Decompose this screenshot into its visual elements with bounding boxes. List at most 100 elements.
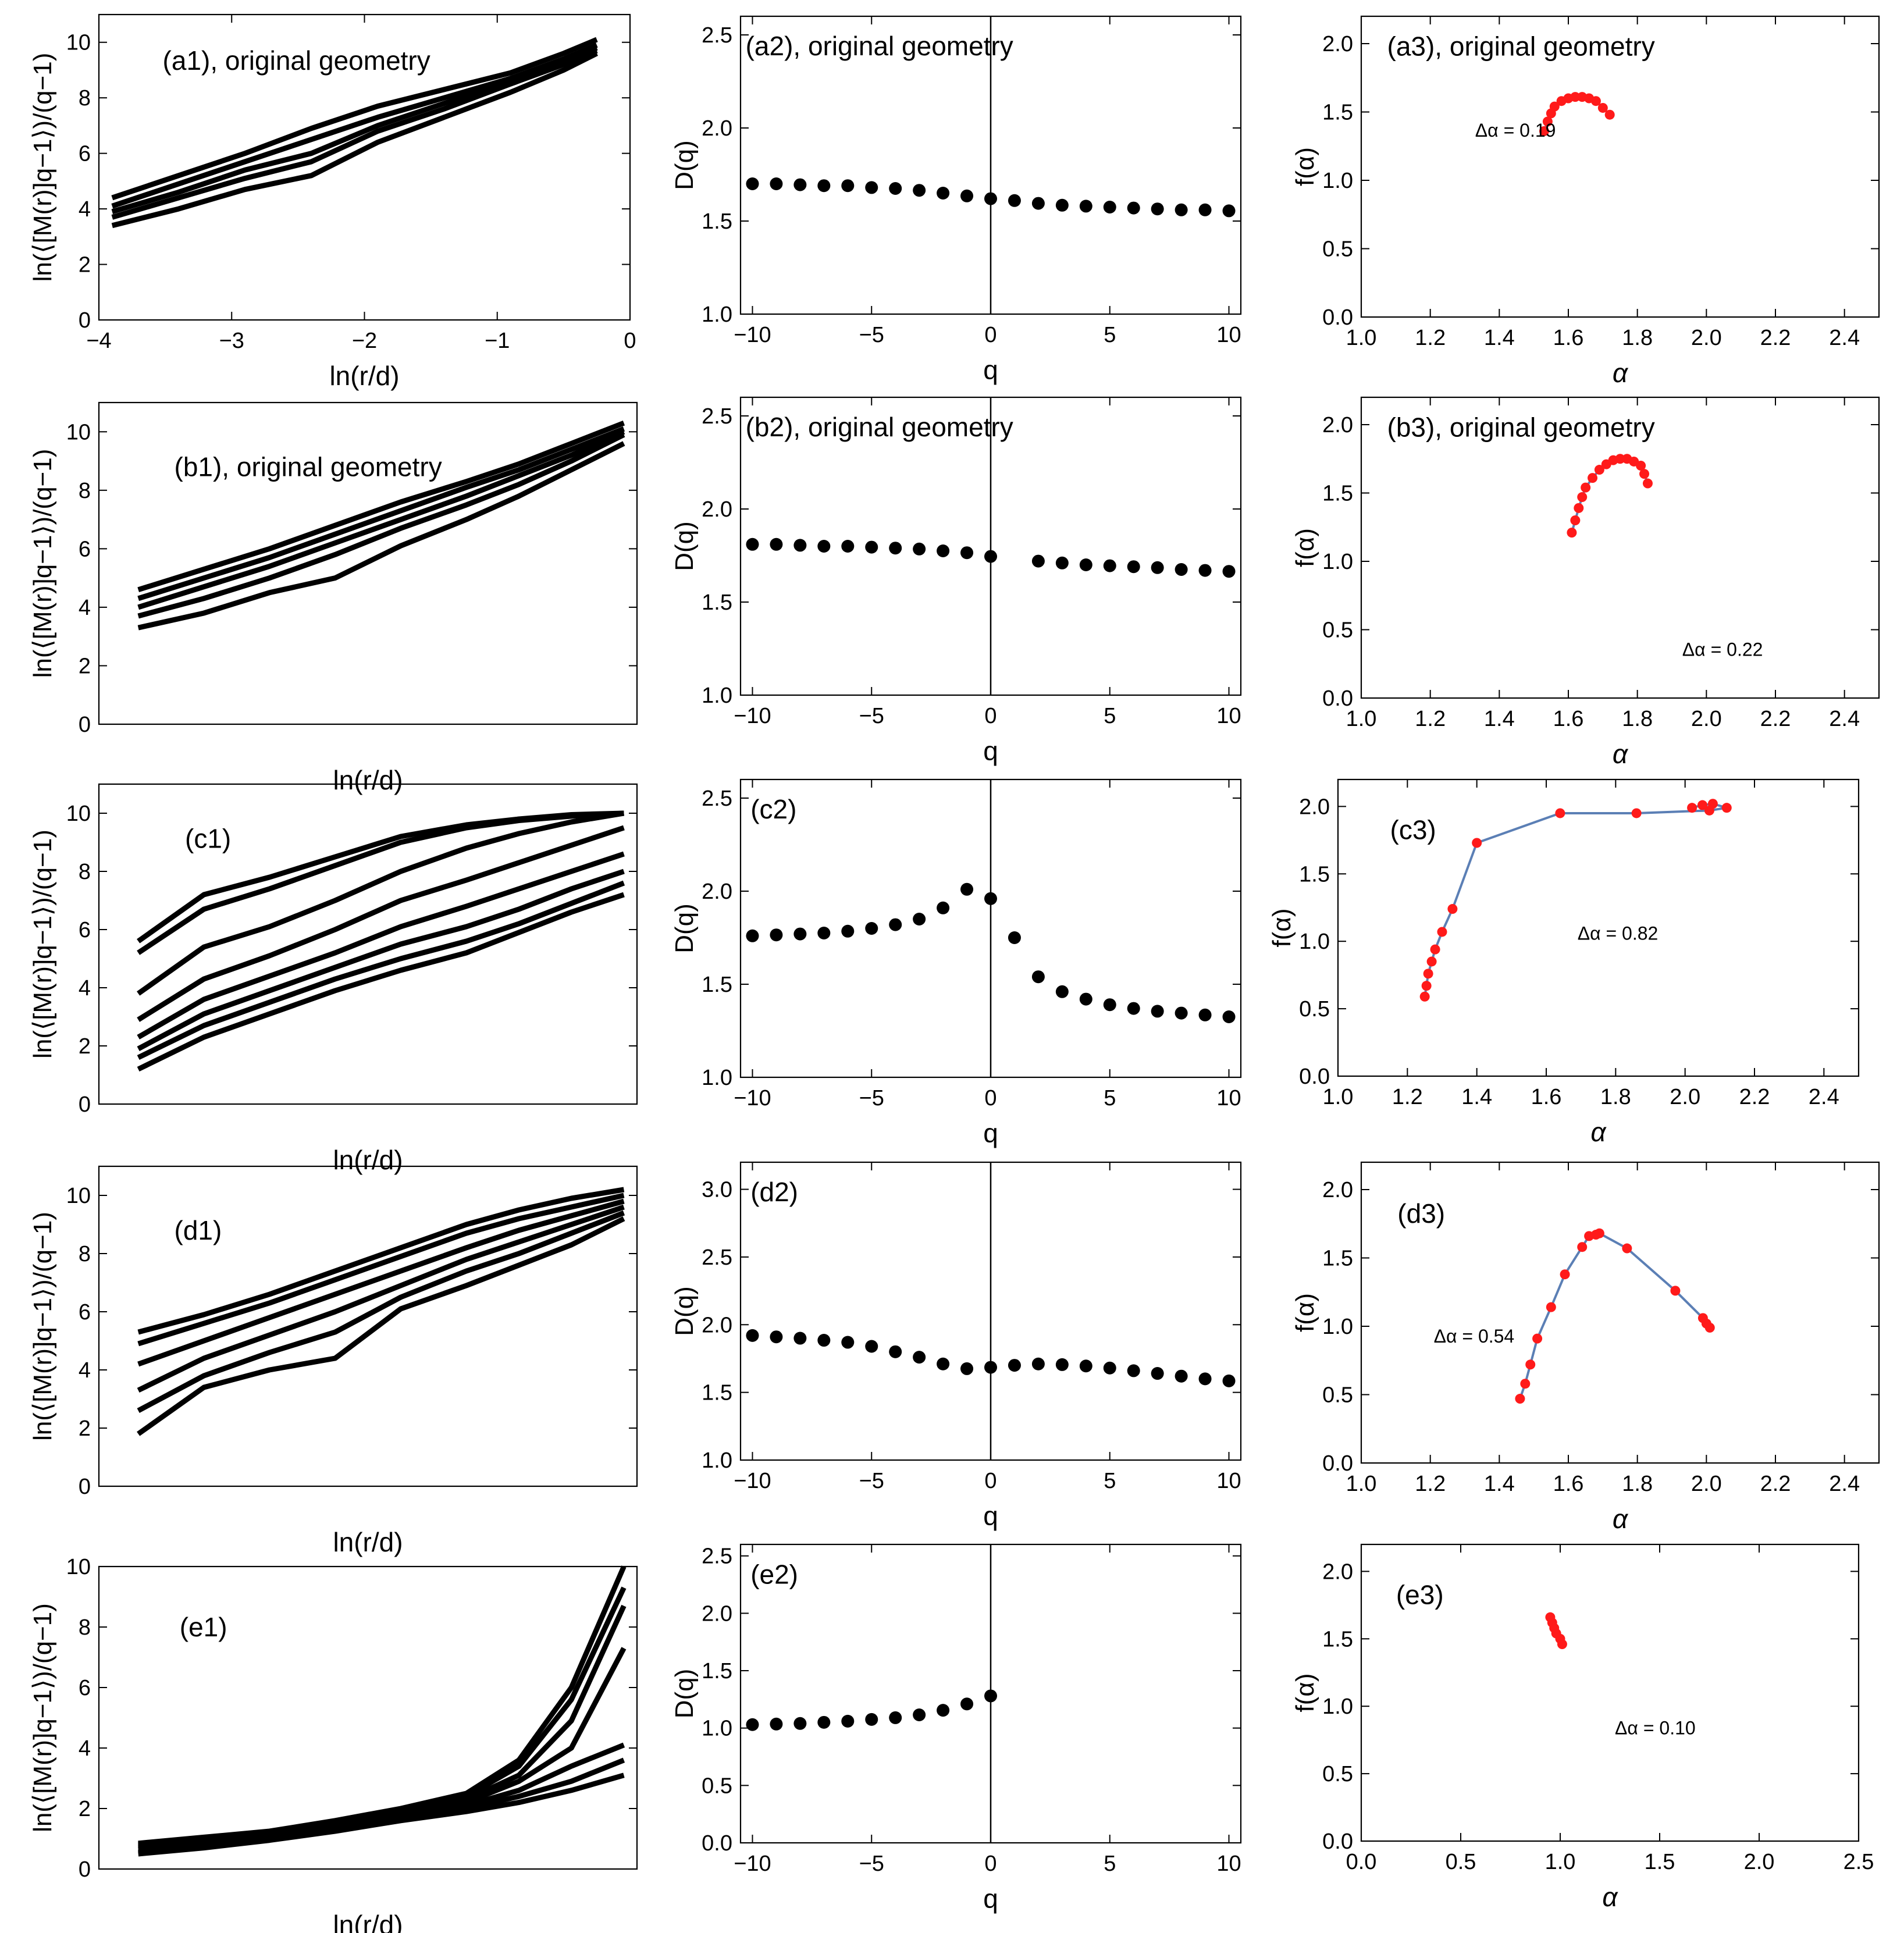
y-axis-label: ln(⟨[M(r)]q−1⟩)/(q−1) — [29, 830, 57, 1059]
y-tick-label: 6 — [79, 142, 91, 166]
x-axis-label: q — [983, 736, 998, 766]
y-tick-label: 1.0 — [1322, 1695, 1353, 1719]
y-tick-label: 2 — [79, 1034, 91, 1059]
x-tick-label: 1.6 — [1553, 707, 1584, 731]
y-tick-label: 0.5 — [1322, 1383, 1353, 1408]
y-tick-label: 4 — [79, 976, 91, 1001]
y-tick-label: 2.5 — [702, 23, 732, 48]
y-tick-label: 1.5 — [702, 209, 732, 234]
y-tick-label: 0 — [79, 1857, 91, 1882]
spectrum-point — [1721, 803, 1732, 813]
spectrum-point — [1631, 808, 1642, 818]
y-tick-label: 2.0 — [1299, 795, 1330, 819]
x-tick-label: 10 — [1216, 323, 1241, 347]
data-point — [817, 1715, 831, 1729]
x-tick-label: 1.0 — [1323, 1085, 1354, 1109]
x-tick-label: −5 — [859, 704, 884, 728]
y-tick-label: 1.5 — [702, 590, 732, 615]
panel-annotation: (e1) — [180, 1612, 227, 1642]
spectrum-point — [1430, 944, 1440, 955]
y-tick-label: 10 — [66, 1555, 91, 1579]
x-tick-label: 10 — [1216, 1469, 1241, 1493]
spectrum-point — [1577, 1242, 1588, 1252]
y-tick-label: 1.5 — [702, 1381, 732, 1405]
y-tick-label: 6 — [79, 1300, 91, 1325]
x-tick-label: 5 — [1104, 1086, 1116, 1110]
y-axis-label: f(α) — [1268, 909, 1296, 948]
y-tick-label: 2.0 — [1322, 413, 1353, 437]
x-tick-label: 2.0 — [1691, 707, 1722, 731]
data-point — [960, 189, 974, 202]
y-axis-label: f(α) — [1291, 1293, 1319, 1332]
y-axis-label: ln(⟨[M(r)]q−1⟩)/(q−1) — [29, 1603, 57, 1832]
data-point — [960, 1697, 974, 1711]
y-tick-label: 1.5 — [702, 1659, 732, 1683]
x-axis-label: ln(r/d) — [333, 1910, 403, 1933]
series-line — [137, 880, 625, 1060]
spectrum-point — [1622, 1243, 1632, 1254]
plot-frame — [1360, 1161, 1880, 1464]
y-tick-label: 2.0 — [702, 1313, 732, 1337]
data-point — [960, 546, 974, 560]
data-point — [1079, 1359, 1092, 1373]
data-point — [793, 927, 807, 941]
series-line — [137, 868, 625, 1051]
spectrum-point — [1590, 96, 1601, 106]
y-tick-label: 4 — [79, 1736, 91, 1761]
y-axis-label: D(q) — [670, 1669, 699, 1719]
panel-b3: 0.0 0.5 1.0 1.5 2.0 1.0 1.2 1.4 1.6 1.8 2.0 2.2 2.4 α… — [1291, 396, 1880, 769]
x-tick-label: −3 — [219, 329, 244, 353]
x-axis-label: q — [983, 355, 998, 385]
x-tick-label: 2.5 — [1844, 1850, 1874, 1874]
y-axis-label: D(q) — [670, 1286, 699, 1336]
y-tick-label: 1.5 — [1322, 1247, 1353, 1271]
y-tick-label: 8 — [79, 860, 91, 884]
y-tick-label: 0.0 — [702, 1831, 732, 1856]
x-tick-label: 2.2 — [1739, 1085, 1770, 1109]
y-tick-label: 2.0 — [1322, 1178, 1353, 1202]
x-tick-label: 5 — [1104, 323, 1116, 347]
spectrum-point — [1423, 969, 1433, 979]
y-tick-label: 0 — [79, 308, 91, 333]
x-axis-label: α — [1590, 1117, 1607, 1147]
x-axis-label: ln(r/d) — [333, 1145, 403, 1175]
spectrum-point — [1539, 126, 1549, 136]
panel-e1: 0 2 4 6 8 10 ln(r/d) ln(⟨[M(r)]q−1⟩)/(q−1) (e1) — [29, 1555, 638, 1933]
y-tick-label: 0.5 — [1299, 997, 1330, 1021]
data-point — [793, 178, 807, 191]
spectrum-line — [1423, 802, 1727, 997]
x-axis-label: α — [1613, 739, 1629, 769]
x-tick-label: −5 — [859, 323, 884, 347]
series-line — [137, 851, 625, 1040]
spectrum-point — [1525, 1359, 1536, 1370]
data-point — [1151, 561, 1164, 574]
data-point — [889, 182, 902, 195]
panel-a2: 1.0 1.5 2.0 2.5 −10 −5 0 5 10 q D(q) (a2), original… — [670, 15, 1242, 385]
y-tick-label: 2 — [79, 654, 91, 678]
data-point — [1175, 563, 1188, 576]
data-point — [1031, 970, 1045, 984]
data-point — [1127, 1002, 1140, 1015]
y-axis-label: D(q) — [670, 903, 699, 953]
y-tick-label: 0 — [79, 1475, 91, 1499]
x-tick-label: 1.0 — [1346, 707, 1377, 731]
x-axis-label: α — [1613, 358, 1629, 388]
y-tick-label: 1.0 — [702, 302, 732, 327]
data-point — [1079, 558, 1092, 571]
x-tick-label: 1.6 — [1553, 1472, 1584, 1496]
x-tick-label: 10 — [1216, 1086, 1241, 1110]
x-tick-label: 2.2 — [1760, 326, 1791, 350]
y-tick-label: 3.0 — [702, 1178, 732, 1202]
panel-b1: 0 2 4 6 8 10 ln(r/d) ln(⟨[M(r)]q−1⟩)/(q−1) (b1),… — [29, 401, 638, 795]
x-tick-label: 1.4 — [1484, 1472, 1515, 1496]
spectrum-point — [1542, 116, 1553, 127]
spectrum-point — [1515, 1394, 1525, 1404]
data-point — [1222, 1374, 1236, 1387]
y-tick-label: 1.0 — [702, 1717, 732, 1741]
data-point — [1008, 1359, 1021, 1372]
spectrum-point — [1670, 1286, 1681, 1296]
panel-d2: 1.0 1.5 2.0 2.5 3.0 −10 −5 0 5 10 q D(q) (d2) — [670, 1161, 1242, 1531]
series-line — [138, 1565, 627, 1846]
spectrum-point — [1570, 515, 1581, 525]
x-tick-label: −5 — [859, 1852, 884, 1876]
